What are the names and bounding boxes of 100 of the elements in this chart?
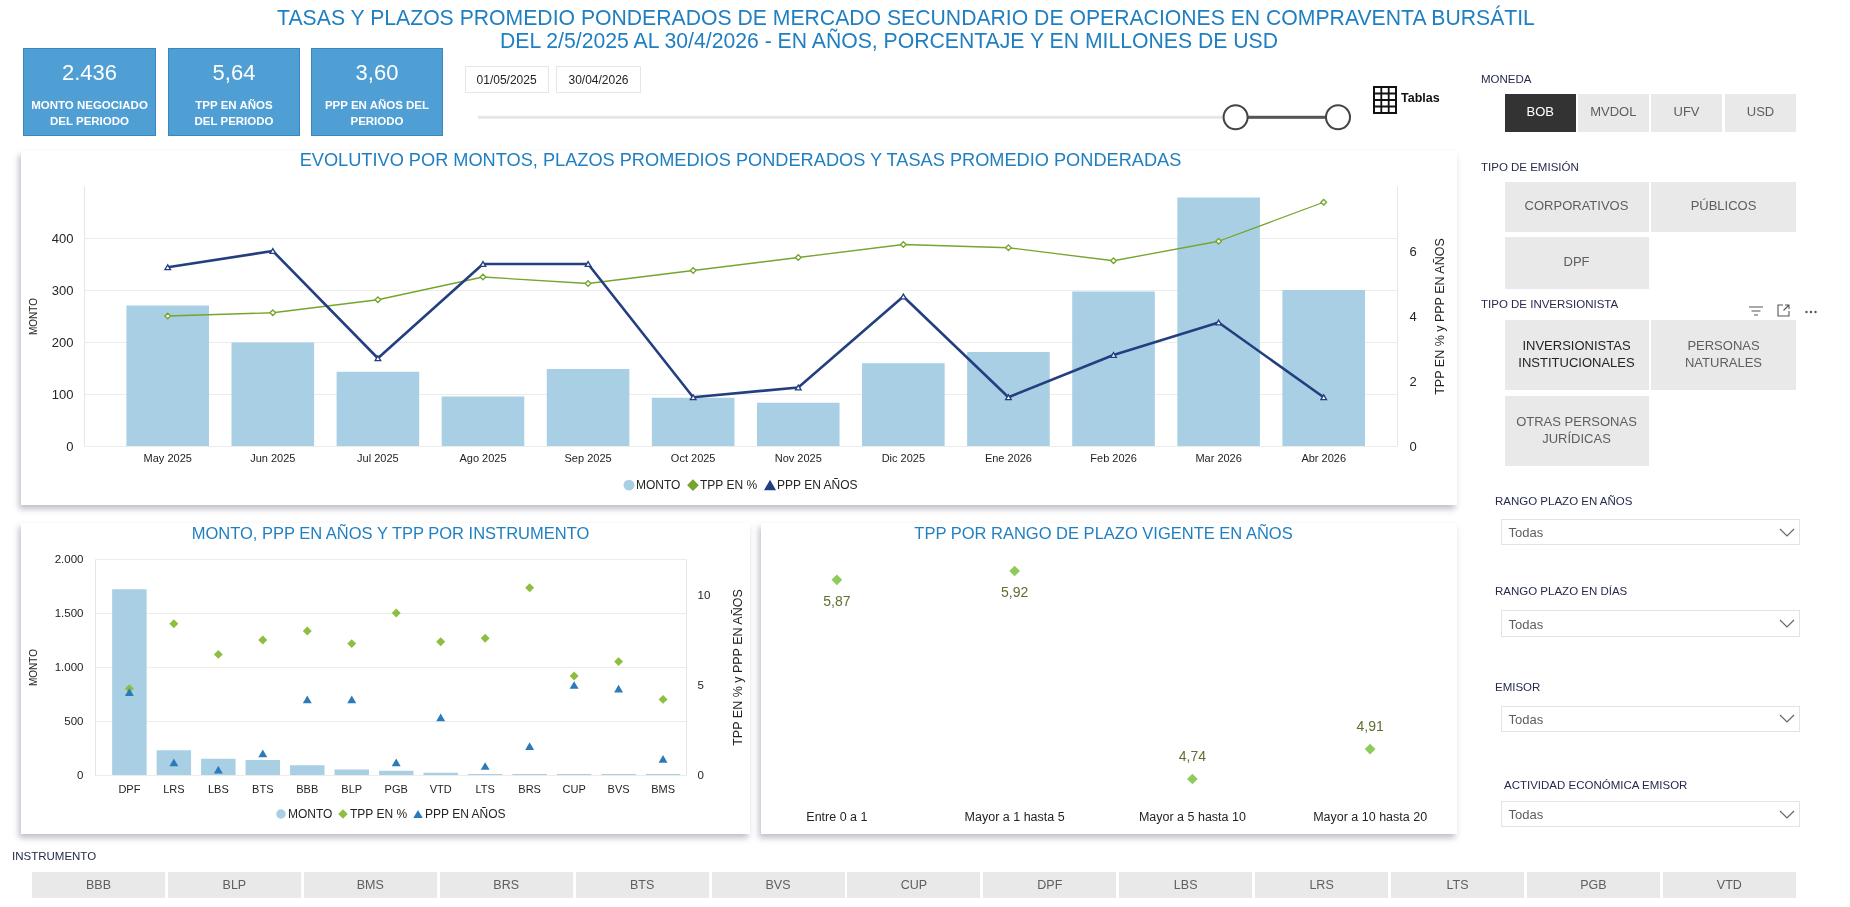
- point: [435, 713, 445, 722]
- point: [435, 637, 445, 647]
- y2-tick-label: 0: [697, 768, 704, 781]
- point: [302, 695, 312, 704]
- x-tick-label: PGB: [384, 782, 408, 795]
- bar: [336, 371, 420, 446]
- slicer-button: INVERSIONISTAS INSTITUCIONALES: [1504, 319, 1649, 391]
- point: [1110, 257, 1117, 265]
- x-tick-label: Nov 2025: [774, 451, 822, 464]
- text: 01/05/2025: [476, 72, 537, 87]
- data-label: 5,92: [1001, 584, 1029, 600]
- y-tick-label: 1.500: [54, 606, 83, 619]
- point: [1004, 244, 1012, 252]
- slicer-button: DPF: [1504, 237, 1649, 289]
- point: [480, 762, 490, 770]
- x-tick-label: Mayor a 1 hasta 5: [964, 809, 1065, 824]
- bar: [546, 369, 630, 446]
- bar: [126, 305, 210, 446]
- y-axis-title: MONTO: [27, 297, 39, 336]
- point: [831, 574, 843, 586]
- text: 5,64: [212, 59, 256, 86]
- x-tick-label: Mayor a 10 hasta 20: [1313, 809, 1428, 824]
- slicer-button: BLP: [167, 871, 301, 899]
- point: [613, 657, 623, 667]
- bar: [231, 342, 315, 446]
- x-tick-label: CUP: [561, 782, 586, 795]
- text: Tablas: [1401, 91, 1440, 105]
- bar: [967, 351, 1050, 446]
- x-tick-label: BRS: [517, 782, 541, 795]
- x-tick-label: Dic 2025: [881, 451, 926, 464]
- bar: [1177, 197, 1260, 446]
- point: [391, 758, 401, 767]
- x-tick-label: Oct 2025: [670, 451, 716, 464]
- y-axis-title: MONTO: [27, 648, 39, 687]
- y-tick-label: 100: [51, 386, 74, 402]
- bar: [111, 589, 147, 775]
- text: PPP EN AÑOS DEL PERIODO: [324, 99, 430, 127]
- point: [269, 309, 277, 317]
- slicer-button: PÚBLICOS: [1651, 181, 1796, 232]
- point: [124, 688, 134, 697]
- x-tick-label: LBS: [207, 782, 229, 795]
- slicer-button: PGB: [1526, 871, 1660, 899]
- point: [1364, 743, 1376, 755]
- text: MONTO NEGOCIADO DEL PERIODO: [31, 99, 148, 127]
- bar: [1072, 291, 1155, 446]
- point: [899, 241, 907, 248]
- bar: [334, 769, 369, 775]
- slicer-button: CORPORATIVOS: [1504, 181, 1649, 232]
- point: [899, 293, 907, 300]
- point: [374, 296, 382, 304]
- y2-tick-label: 0: [1409, 438, 1417, 454]
- x-tick-label: Jul 2025: [357, 451, 399, 464]
- x-tick-label: May 2025: [143, 451, 192, 464]
- slicer-button: BVS: [711, 871, 845, 899]
- point: [658, 754, 668, 763]
- point: [164, 312, 172, 320]
- point: [480, 633, 490, 643]
- text: Todas: [1508, 806, 1544, 822]
- x-tick-label: Abr 2026: [1301, 451, 1347, 464]
- slicer-button: OTRAS PERSONAS JURÍDICAS: [1504, 396, 1649, 467]
- chart-title: EVOLUTIVO POR MONTOS, PLAZOS PROMEDIOS PONDERADOS Y TASAS PROMEDIO PONDERADAS: [299, 149, 1182, 170]
- slicer-button: BBB: [32, 871, 165, 899]
- text: 2.436: [61, 59, 118, 86]
- chart-title: MONTO, PPP EN AÑOS Y TPP POR INSTRUMENTO: [191, 522, 589, 542]
- y-tick-label: 300: [51, 282, 74, 298]
- x-tick-label: VTD: [429, 782, 452, 795]
- y-tick-label: 1.000: [54, 660, 83, 673]
- point: [164, 264, 172, 271]
- point: [374, 355, 382, 362]
- point: [346, 639, 356, 649]
- point: [794, 254, 802, 261]
- slicer-button: UFV: [1651, 93, 1722, 132]
- point: [168, 619, 178, 629]
- x-tick-label: DPF: [117, 782, 141, 795]
- text: TIPO DE EMISIÓN: [1481, 160, 1579, 173]
- y2-tick-label: 6: [1409, 243, 1417, 259]
- point: [1110, 351, 1117, 359]
- x-tick-label: Entre 0 a 1: [806, 809, 868, 824]
- x-tick-label: LRS: [162, 782, 185, 795]
- slicer-button: CUP: [847, 871, 981, 899]
- y-tick-label: 200: [51, 334, 74, 350]
- point: [689, 267, 697, 274]
- legend-label: MONTO: [287, 807, 332, 821]
- y2-tick-label: 4: [1409, 308, 1417, 324]
- point: [524, 742, 534, 751]
- text: EMISOR: [1495, 680, 1541, 693]
- point: [569, 671, 579, 681]
- slicer-button: VTD: [1662, 871, 1796, 899]
- data-label: 5,87: [823, 592, 851, 609]
- bar: [422, 772, 458, 775]
- x-tick-label: BTS: [251, 782, 273, 795]
- text: TASAS Y PLAZOS PROMEDIO PONDERADOS DE MERCADO SECUNDARIO DE OPERACIONES EN COMPRAVENTA BURSÁTIL: [277, 6, 1535, 29]
- bar: [378, 770, 413, 775]
- point: [213, 649, 223, 659]
- bar: [756, 402, 840, 446]
- point: [658, 694, 668, 704]
- text: DEL 2/5/2025 AL 30/4/2026 - EN AÑOS, PORCENTAJE Y EN MILLONES DE USD: [500, 29, 1278, 53]
- point: [1004, 394, 1012, 401]
- x-tick-label: LTS: [474, 782, 495, 795]
- slicer-button: MVDOL: [1578, 93, 1649, 132]
